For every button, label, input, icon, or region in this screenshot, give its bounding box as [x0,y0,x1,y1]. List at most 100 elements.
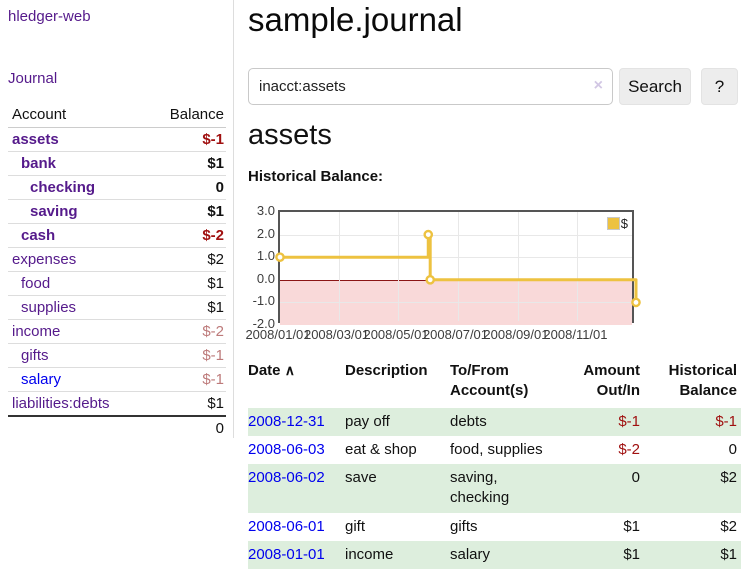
v-gridline [517,212,519,321]
clear-search-icon[interactable]: × [593,77,603,94]
sort-asc-icon: ∧ [284,362,295,378]
sidebar-account-link[interactable]: food [21,275,51,292]
transaction-date-link[interactable]: 2008-01-01 [248,545,325,563]
y-tick-label: 0.0 [256,270,275,286]
search-input[interactable] [248,68,613,105]
transaction-balance: $-1 [644,407,741,436]
sidebar-account-balance: $1 [145,199,226,224]
sidebar-total-balance: 0 [145,415,226,440]
sidebar-divider [233,0,234,438]
description-column-header: Description [345,362,428,379]
help-button[interactable]: ? [701,68,738,105]
sidebar-account-row: bank $1 [8,151,226,176]
sidebar-account-row: checking 0 [8,175,226,200]
sidebar-account-link[interactable]: supplies [21,299,77,316]
chart-legend: $ [606,216,628,231]
sidebar-account-balance: $1 [145,271,226,296]
sidebar-account-link[interactable]: bank [21,155,57,172]
data-point-marker [275,252,285,263]
sidebar-account-link[interactable]: income [12,323,61,340]
sidebar-account-balance: $1 [145,151,226,176]
sidebar-account-row: food $1 [8,271,226,296]
transaction-amount: $-1 [563,407,644,436]
register-row: 2008-06-02 save saving, checking 0 $2 [248,464,741,513]
x-tick-label: 2008/03/01 [303,327,370,342]
legend-swatch [606,217,620,230]
v-gridline [457,212,459,321]
y-tick-label: 3.0 [256,203,275,218]
chart-plot-area: $ [275,210,641,325]
h-gridline [280,234,632,236]
transaction-accounts: gifts [450,517,478,535]
transaction-balance: $2 [720,517,737,535]
account-page-title: assets [248,119,332,151]
balance-series [275,229,641,308]
x-tick-label: 2008/11/01 [543,327,608,342]
sidebar-account-link[interactable]: assets [12,131,59,148]
chart-heading: Historical Balance: [248,168,384,185]
sidebar-account-balance: $-2 [145,319,226,344]
data-point-marker [631,297,641,308]
register-row: 2008-12-31 pay off debts $-1 $-1 [248,407,741,436]
transaction-date-link[interactable]: 2008-06-01 [248,517,325,535]
sidebar-total-row: 0 [8,415,226,440]
sidebar-account-link[interactable]: gifts [21,347,49,364]
search-button[interactable]: Search [619,68,691,105]
transaction-date-link[interactable]: 2008-12-31 [248,412,325,430]
historical-balance-chart: 3.0 2.0 1.0 0.0 -1.0 -2.0 $ 2008/01/01 2008/03… [245,203,741,343]
transaction-amount: $1 [623,517,640,535]
page-title: sample.journal [248,1,463,38]
accounts-column-header: To/From Account(s) [450,362,529,400]
balance-column-header: Balance [145,103,226,128]
main-content: sample.journal × Search ? assets Histori… [245,0,742,582]
balance-column-header-main: Historical Balance [668,362,737,400]
sidebar-journal-link[interactable]: Journal [8,70,58,87]
transaction-amount: 0 [563,464,644,513]
sidebar-account-link[interactable]: salary [21,371,62,388]
transaction-accounts: saving, checking [450,464,563,513]
transaction-balance: $2 [644,464,741,513]
data-point-marker [425,275,436,285]
transaction-description: save [345,464,450,513]
sidebar-account-link[interactable]: liabilities:debts [12,395,110,412]
sidebar-account-row: expenses $2 [8,247,226,272]
sidebar-account-balance: $-1 [202,131,224,148]
sidebar-account-link[interactable]: checking [30,179,96,196]
sidebar-account-balance: $2 [145,247,226,272]
register-row: 2008-06-03 eat & shop food, supplies $-2 0 [248,436,741,464]
transaction-date-link[interactable]: 2008-06-03 [248,440,325,458]
sidebar-account-link[interactable]: saving [30,203,78,220]
v-gridline [577,212,579,321]
sidebar-account-link[interactable]: expenses [12,251,77,268]
sidebar-account-balance: $-1 [145,343,226,368]
register-row: 2008-01-01 income salary $1 $1 [248,540,741,569]
sidebar-account-balance: 0 [145,175,226,200]
x-tick-label: 2008/01/01 [245,327,311,342]
date-column-header[interactable]: Date ∧ [248,362,295,379]
sidebar-account-link[interactable]: cash [21,227,56,244]
sidebar-account-row: income $-2 [8,319,226,344]
transaction-description: pay off [345,407,450,436]
v-gridline [338,212,340,321]
h-gridline [280,257,632,259]
sidebar-account-balance: $1 [145,295,226,320]
data-point-marker [423,229,434,240]
transaction-amount: $1 [563,540,644,569]
register-header-row: Date ∧ Description To/From Account(s) Am… [248,357,741,408]
sidebar-account-row: gifts $-1 [8,343,226,368]
account-column-header: Account [8,103,146,128]
sidebar-account-row: liabilities:debts $1 [8,391,226,416]
search-form: × Search ? [248,68,742,105]
app-title-link[interactable]: hledger-web [8,8,91,25]
amount-column-header: Amount Out/In [583,362,640,400]
sidebar-account-row: salary $-1 [8,367,226,392]
h-gridline [280,302,632,304]
sidebar-accounts-table: Account Balance assets $-1 bank $1 checking 0… [8,103,226,440]
transaction-accounts: food, supplies [450,440,543,458]
legend-label: $ [620,216,628,231]
sidebar-account-balance: $1 [145,391,226,416]
sidebar-account-balance: $-1 [145,367,226,392]
transaction-description: income [345,540,450,569]
register-row: 2008-06-01 gift gifts $1 $2 [248,513,741,541]
transaction-date-link[interactable]: 2008-06-02 [248,469,325,486]
